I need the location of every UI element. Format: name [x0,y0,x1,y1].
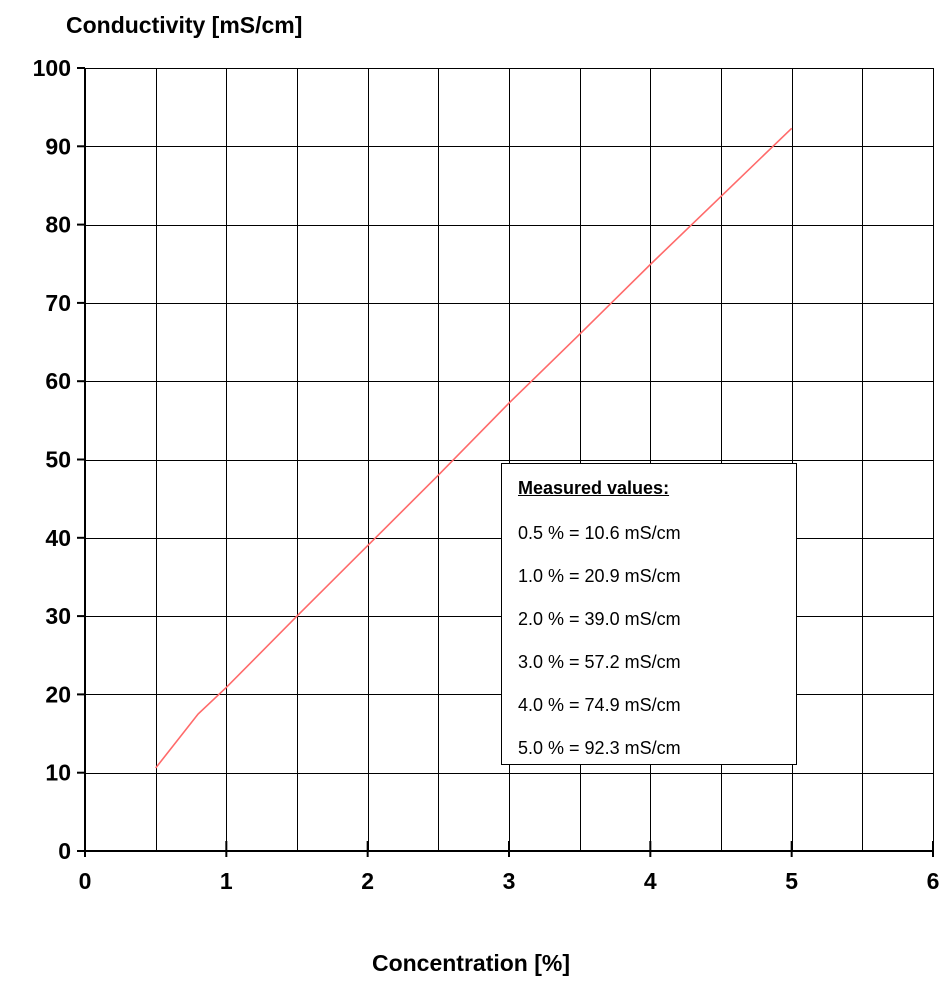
x-tick-label: 4 [644,868,657,894]
x-tick-label: 5 [785,868,798,894]
y-tick-label: 50 [45,447,71,473]
y-tick-label: 100 [33,55,71,81]
measured-values-title: Measured values: [518,478,670,498]
measured-value-item: 3.0 % = 57.2 mS/cm [518,652,681,672]
y-tick-label: 70 [45,290,71,316]
y-tick-label: 90 [45,133,71,159]
y-tick-label: 0 [58,838,71,864]
x-tick-label: 2 [361,868,374,894]
y-tick-label: 30 [45,603,71,629]
conductivity-line [155,127,793,769]
y-axis-title: Conductivity [mS/cm] [66,12,303,38]
measured-value-item: 2.0 % = 39.0 mS/cm [518,609,681,629]
y-tick-label: 20 [45,681,71,707]
y-tick-label: 10 [45,760,71,786]
measured-value-item: 4.0 % = 74.9 mS/cm [518,695,681,715]
x-tick-label: 6 [927,868,940,894]
x-tick-label: 0 [79,868,92,894]
x-tick-label: 3 [503,868,516,894]
measured-value-item: 5.0 % = 92.3 mS/cm [518,738,681,758]
measured-value-item: 0.5 % = 10.6 mS/cm [518,523,681,543]
y-tick-label: 60 [45,368,71,394]
measured-value-item: 1.0 % = 20.9 mS/cm [518,566,681,586]
y-tick-label: 80 [45,212,71,238]
x-axis-title: Concentration [%] [371,950,571,976]
measured-values-box: Measured values: 0.5 % = 10.6 mS/cm 1.0 … [501,463,797,765]
y-tick-label: 40 [45,525,71,551]
x-tick-label: 1 [220,868,233,894]
